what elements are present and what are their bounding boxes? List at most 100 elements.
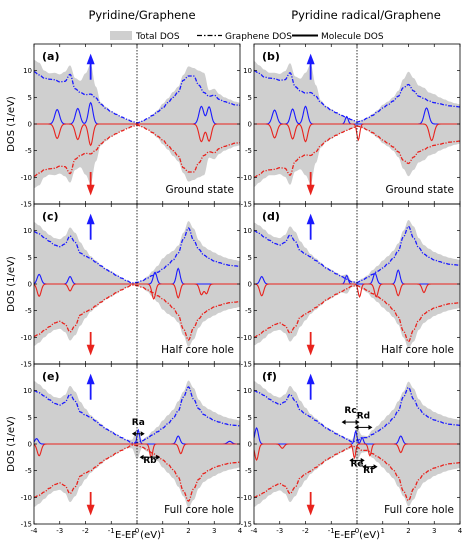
- total-dos-up-area: [34, 380, 240, 444]
- y-tick-label: 10: [243, 227, 252, 235]
- y-tick-label: -15: [241, 361, 252, 369]
- spin-down-arrowhead: [86, 504, 95, 516]
- panel-state-label: Ground state: [165, 184, 234, 196]
- y-tick-label: 0: [248, 281, 252, 289]
- y-tick-label: 0: [28, 441, 32, 449]
- y-tick-label: -15: [241, 521, 252, 529]
- x-tick-label: 4: [238, 527, 243, 535]
- molecule-dos-down-line: [34, 283, 240, 300]
- spin-up-arrowhead: [306, 213, 315, 225]
- spin-down-arrowhead: [306, 184, 315, 196]
- y-tick-label: 10: [23, 227, 32, 235]
- molecule-dos-down-line: [34, 443, 240, 460]
- x-tick-label: 1: [381, 527, 385, 535]
- molecule-dos-down-line: [254, 283, 460, 298]
- panel-label: (a): [42, 50, 59, 63]
- y-tick-label: 5: [248, 414, 252, 422]
- y-tick-label: -5: [25, 147, 32, 155]
- x-tick-label: 0: [355, 527, 359, 535]
- panel-state-label: Half core hole: [161, 344, 234, 356]
- molecule-dos-down-line: [34, 123, 240, 147]
- annotation-arrowhead: [354, 424, 359, 430]
- y-tick-label: 0: [28, 121, 32, 129]
- annotation-label: Re: [350, 459, 363, 469]
- y-tick-label: -5: [245, 467, 252, 475]
- legend: Total DOS Graphene DOS Molecule DOS: [110, 31, 384, 42]
- panel-b: -15 -10 -5 0 5 10 (b) Ground state: [241, 43, 461, 209]
- panel-label: (b): [262, 50, 280, 63]
- y-tick-label: 5: [28, 94, 32, 102]
- x-tick-label: -1: [328, 527, 335, 535]
- molecule-dos-up-line: [254, 105, 460, 125]
- plot-area: [34, 380, 240, 508]
- graphene-dos-up-line: [254, 70, 460, 123]
- annotation-arrowhead: [360, 457, 365, 463]
- panel-label: (f): [262, 370, 277, 383]
- panel-state-label: Ground state: [385, 184, 454, 196]
- x-tick-label: -1: [108, 527, 115, 535]
- annotation-arrowhead: [368, 424, 373, 430]
- legend-label-graphene: Graphene DOS: [225, 32, 292, 42]
- legend-label-total: Total DOS: [135, 32, 180, 42]
- total-dos-down-area: [254, 284, 460, 348]
- total-dos-up-area: [254, 61, 460, 124]
- spin-up-arrowhead: [86, 53, 95, 65]
- y-tick-label: 5: [248, 94, 252, 102]
- total-dos-down-area: [34, 444, 240, 508]
- xlabel-left: E-EF (eV): [115, 530, 161, 541]
- y-tick-label: 10: [243, 387, 252, 395]
- y-tick-label: -15: [241, 201, 252, 209]
- y-tick-label: 0: [248, 441, 252, 449]
- panel-label: (c): [42, 210, 59, 223]
- total-dos-up-area: [34, 221, 240, 284]
- annotation-arrowhead: [139, 454, 144, 460]
- panel-label: (e): [42, 370, 60, 383]
- panel-state-label: Half core hole: [381, 344, 454, 356]
- y-tick-label: 0: [248, 121, 252, 129]
- y-tick-label: -5: [245, 307, 252, 315]
- spin-up-arrowhead: [86, 373, 95, 385]
- total-dos-down-area: [254, 124, 460, 187]
- y-tick-label: -10: [21, 494, 32, 502]
- ylabel-row-2: DOS (1/eV): [6, 256, 17, 312]
- x-tick-label: 2: [406, 527, 410, 535]
- total-dos-down-area: [254, 444, 460, 507]
- x-tick-label: -4: [31, 527, 39, 535]
- y-tick-label: 10: [243, 67, 252, 75]
- y-tick-label: -15: [21, 361, 32, 369]
- y-tick-label: -10: [21, 174, 32, 182]
- y-tick-label: 5: [28, 414, 32, 422]
- y-tick-label: -15: [21, 521, 32, 529]
- y-tick-label: 0: [28, 281, 32, 289]
- panel-state-label: Full core hole: [164, 504, 234, 516]
- plot-area: [254, 220, 460, 348]
- x-tick-label: -3: [56, 527, 63, 535]
- x-tick-label: -2: [302, 527, 309, 535]
- annotation-label: Rc: [344, 406, 356, 416]
- spin-down-arrowhead: [86, 344, 95, 356]
- annotation-arrowhead: [156, 454, 161, 460]
- column-title-left: Pyridine/Graphene: [88, 8, 195, 22]
- y-tick-label: -5: [25, 307, 32, 315]
- x-tick-label: 0: [135, 527, 139, 535]
- spin-down-arrowhead: [86, 184, 95, 196]
- annotation-label: Rb: [143, 456, 157, 466]
- annotation-arrowhead: [131, 431, 136, 437]
- annotation-label: Ra: [132, 418, 145, 428]
- x-tick-label: 3: [432, 527, 436, 535]
- ylabel-row-3: DOS (1/eV): [6, 416, 17, 472]
- spin-up-arrowhead: [306, 53, 315, 65]
- y-tick-label: -10: [21, 334, 32, 342]
- spin-down-arrowhead: [306, 504, 315, 516]
- xlabel-right: E-EF (eV): [334, 530, 380, 541]
- panel-d: -15 -10 -5 0 5 10 (d) Half core hole: [241, 203, 461, 369]
- plot-area: [254, 381, 460, 507]
- panel-c: -15 -10 -5 0 5 10 (c) Half core hole: [21, 203, 241, 369]
- y-tick-label: -5: [245, 147, 252, 155]
- y-tick-label: 10: [23, 387, 32, 395]
- y-tick-label: 10: [23, 67, 32, 75]
